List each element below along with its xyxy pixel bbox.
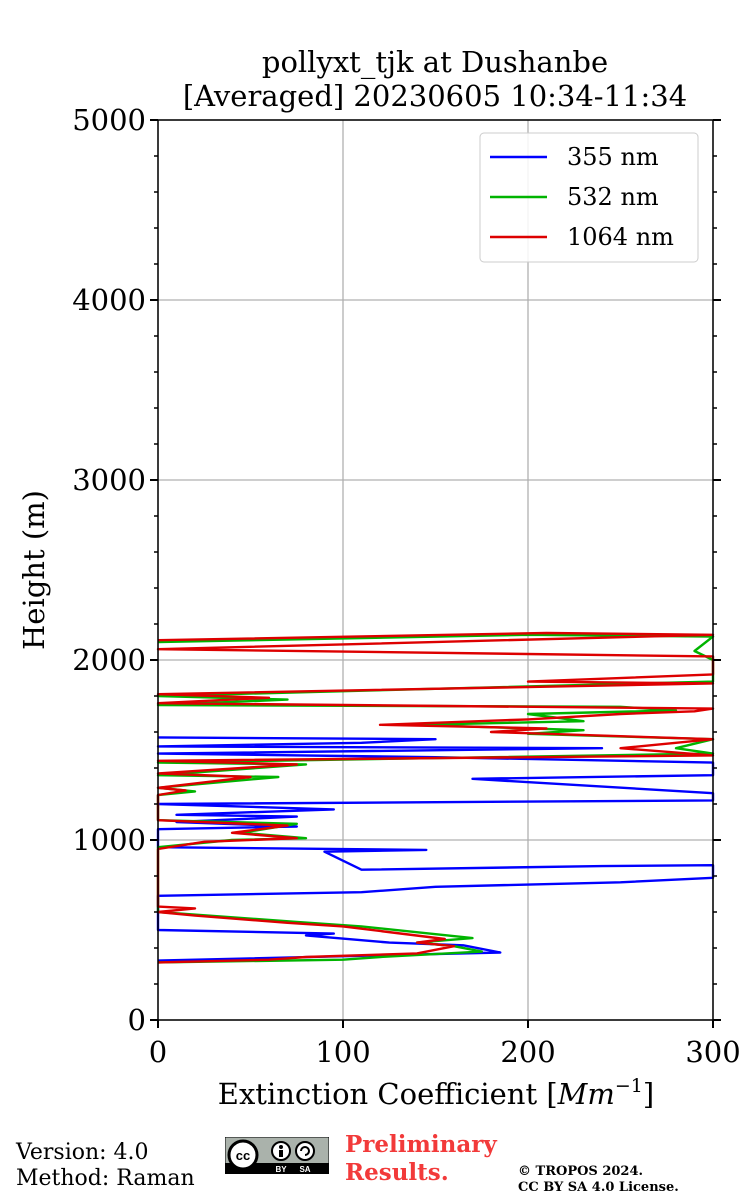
y-tick-label: 4000 xyxy=(72,283,146,317)
legend-label: 1064 nm xyxy=(567,223,674,251)
by-attribution-head xyxy=(279,1145,283,1149)
y-tick-label: 0 xyxy=(128,1003,146,1037)
copyright-line2: CC BY SA 4.0 License. xyxy=(518,1180,679,1195)
series-line-355-nm xyxy=(156,736,715,962)
sa-share-alike-arrow xyxy=(300,1146,310,1156)
sa-label: SA xyxy=(299,1165,310,1174)
method-label: Method: Raman xyxy=(16,1166,195,1191)
y-tick-label: 1000 xyxy=(72,823,146,857)
preliminary-line2: Results. xyxy=(345,1159,449,1186)
x-axis-label-text: Extinction Coefficient [ xyxy=(218,1077,558,1111)
copyright-notice: © TROPOS 2024. CC BY SA 4.0 License. xyxy=(518,1164,679,1196)
legend-box xyxy=(479,132,699,263)
cc-badge-bottom-band xyxy=(225,1163,329,1174)
series-layer xyxy=(156,631,715,964)
legend-items: 355 nm 532 nm 1064 nm xyxy=(490,143,674,251)
x-tick-label: 100 xyxy=(315,1035,370,1069)
x-tick-label: 300 xyxy=(685,1035,740,1069)
plot-frame xyxy=(157,119,714,1021)
legend-label: 355 nm xyxy=(567,143,659,171)
x-axis-label: Extinction Coefficient [Mm−1] xyxy=(218,1075,654,1111)
legend: 355 nm 532 nm 1064 nm xyxy=(479,132,699,263)
y-tick-label: 2000 xyxy=(72,643,146,677)
y-axis-label: Height (m) xyxy=(17,490,51,650)
version-label: Version: 4.0 xyxy=(16,1140,149,1165)
x-axis-label-unit: Mm xyxy=(557,1077,615,1111)
preliminary-results-notice: Preliminary Results. xyxy=(345,1131,497,1187)
chart-title-line2: [Averaged] 20230605 10:34-11:34 xyxy=(183,79,687,113)
preliminary-line1: Preliminary xyxy=(345,1131,497,1158)
cc-logo-text: cc xyxy=(236,1148,250,1163)
x-tick-label: 0 xyxy=(149,1035,167,1069)
chart-title-line1: pollyxt_tjk at Dushanbe xyxy=(262,45,608,80)
cc-logo-icon xyxy=(227,1139,259,1171)
y-tick-label: 3000 xyxy=(72,463,146,497)
x-axis-label-close: ] xyxy=(643,1077,654,1111)
by-attribution-body xyxy=(279,1150,283,1157)
x-tick-label: 200 xyxy=(500,1035,555,1069)
cc-by-sa-badge: cc BY SA xyxy=(225,1137,329,1174)
copyright-line1: © TROPOS 2024. xyxy=(518,1164,644,1179)
x-axis-label-exp: −1 xyxy=(615,1075,643,1097)
y-tick-label: 5000 xyxy=(72,103,146,137)
legend-label: 532 nm xyxy=(567,183,659,211)
series-line-1064-nm xyxy=(156,631,715,964)
sa-share-alike-icon xyxy=(295,1141,315,1161)
by-label: BY xyxy=(275,1165,287,1174)
